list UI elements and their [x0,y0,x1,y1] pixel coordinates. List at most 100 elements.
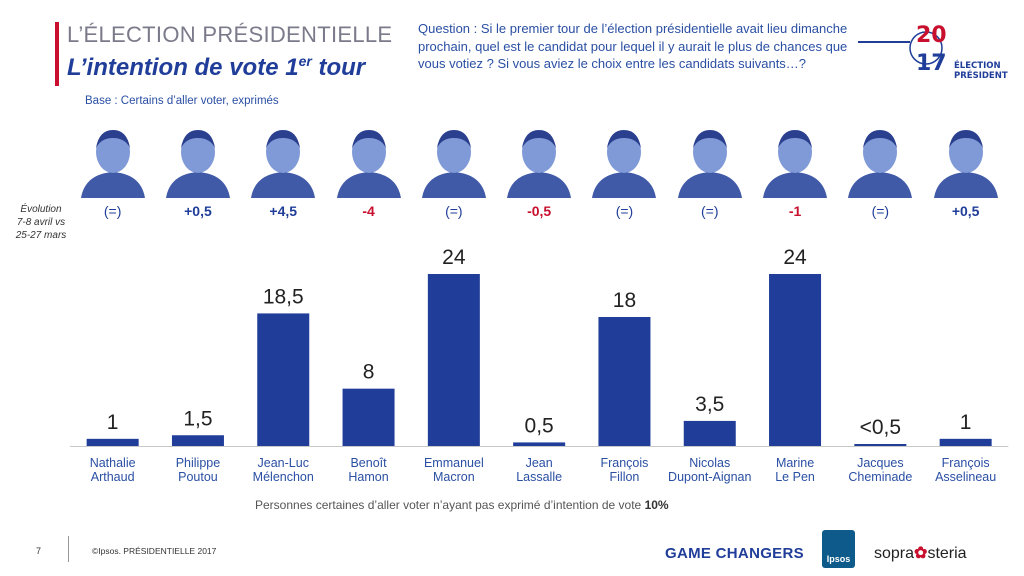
photo-head [948,131,983,173]
category-label-last: Arthaud [91,470,135,484]
bar [513,442,566,446]
evolution-value: (=) [445,203,463,219]
photo-hair [692,130,727,148]
bar [86,438,139,446]
bar-value-label: 24 [783,246,807,269]
bar-value-label: 18,5 [263,285,304,308]
photo-shoulders [165,172,230,198]
evolution-value: -4 [362,203,375,219]
photo-head [692,131,727,173]
candidate-photo [165,130,230,198]
category-label-last: Macron [433,470,475,484]
title-end: tour [311,54,366,81]
bar-value-label: 8 [363,361,375,384]
evolution-value: (=) [615,203,634,219]
question-text: Question : Si le premier tour de l’élect… [418,21,848,71]
category-label-first: François [600,456,648,470]
sopra-steria-mark-icon: ✿ [914,545,928,562]
evolution-label-line1: Évolution [20,204,62,215]
base-note: Base : Certains d’aller voter, exprimés [85,95,279,107]
category-label-last: Dupont-Aignan [668,470,751,484]
photo-shoulders [80,172,145,198]
candidate-photo [80,130,145,198]
logo-line2: PRÉSIDENTIELLE [954,69,1008,81]
page-number: 7 [36,546,42,556]
category-label-first: Philippe [176,456,221,470]
bar [939,438,992,446]
bar [342,388,395,446]
bar [683,420,736,446]
evolution-label: Évolution 7-8 avril vs 25-27 mars [6,203,76,242]
footnote-text: Personnes certaines d’aller voter n’ayan… [255,498,645,512]
photo-shoulders [848,172,913,198]
photo-hair [95,130,130,148]
accent-bar [55,22,59,86]
photo-hair [351,130,386,148]
photo-hair [948,130,983,148]
bar [598,317,651,446]
bar [171,435,224,446]
evolution-value: (=) [701,203,719,219]
photo-head [863,131,898,173]
photo-shoulders [421,172,486,198]
photo-hair [778,130,813,148]
candidate-photo [677,130,742,198]
category-label-last: Asselineau [935,470,996,484]
footnote-value: 10% [644,498,669,512]
steria-text: steria [927,545,967,562]
evolution-value: +0,5 [951,203,980,219]
evolution-value: +4,5 [269,203,298,219]
photo-hair [266,130,301,148]
title-main: L’intention de vote 1 [67,54,299,81]
photo-head [351,131,386,173]
bar-value-label: 1 [107,411,119,434]
photo-shoulders [336,172,401,198]
election-2017-logo: 20 17 ÉLECTION PRÉSIDENTIELLE [909,23,1008,81]
photo-head [180,131,215,173]
sopra-text: sopra [874,545,915,562]
candidate-photo [336,130,401,198]
evolution-value: +0,5 [184,203,212,219]
photo-hair [522,130,557,148]
copyright: ©Ipsos. PRÉSIDENTIELLE 2017 [92,546,217,556]
category-label-last: Le Pen [775,470,815,484]
category-label-last: Cheminade [848,470,912,484]
evolution-value: (=) [103,203,122,219]
bar-value-label: 3,5 [695,393,724,416]
bar-value-label: 1,5 [183,407,212,430]
evolution-label-line2: 7-8 avril vs [16,217,66,228]
photo-hair [180,130,215,148]
candidate-photo [507,130,572,198]
bar [427,274,480,446]
category-label-last: Mélenchon [253,470,314,484]
photo-head [95,131,130,173]
category-label-first: Emmanuel [424,456,484,470]
evolution-label-line3: 25-27 mars [15,230,67,241]
logo-line [858,41,910,43]
photo-shoulders [933,172,998,198]
footnote: Personnes certaines d’aller voter n’ayan… [255,498,669,512]
bar-value-label: 1 [960,411,972,434]
category-label-last: Poutou [178,470,218,484]
candidate-photo [848,130,913,198]
bar-value-label: 24 [442,246,466,269]
photo-hair [607,130,642,148]
candidate-photo [592,130,657,198]
evolution-value: -1 [788,203,802,219]
bar-value-label: 0,5 [525,414,554,437]
category-label-first: Jean-Luc [258,456,309,470]
evolution-value: -0,5 [527,203,552,219]
photo-shoulders [763,172,828,198]
category-label-last: Hamon [348,470,388,484]
bar-value-label: 18 [613,289,636,312]
photo-hair [436,130,471,148]
footer-divider [68,536,69,562]
candidate-photo [251,130,316,198]
bar-value-label: <0,5 [860,416,901,439]
candidate-photo [763,130,828,198]
bar [257,313,310,446]
category-label-last: Fillon [610,470,640,484]
evolution-value: (=) [871,203,890,219]
bar [854,444,907,446]
